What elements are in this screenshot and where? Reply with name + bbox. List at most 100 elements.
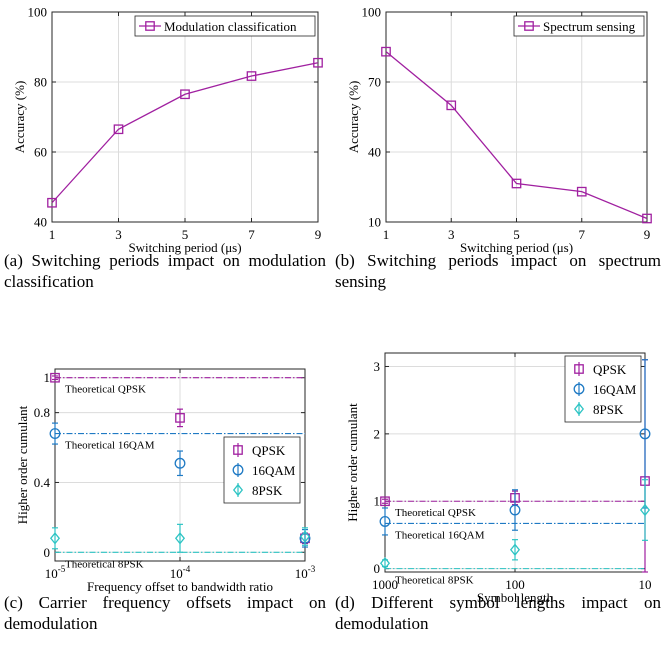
x-tick-label: 10: [639, 577, 652, 592]
reference-line-label: Theoretical 16QAM: [395, 529, 485, 541]
panel-a: 1 3 5 7 9 40 60 80 100 Switching period (μs) Accur…: [0, 0, 330, 300]
y-tick-label: 80: [34, 75, 47, 90]
ticks: 10-5 10-4 10-3 0 0.4 0.8 1: [34, 369, 316, 581]
reference-line-label: Theoretical 8PSK: [395, 575, 474, 587]
legend-box: [564, 355, 642, 423]
reference-line-label: Theoretical QPSK: [395, 507, 476, 519]
x-axis-label: Switching period (μs): [128, 240, 241, 255]
y-axis-label: Accuracy (%): [12, 81, 27, 154]
legend: Modulation classification: [134, 15, 316, 37]
x-tick-label: 5: [182, 227, 189, 242]
x-tick-label: 9: [644, 227, 651, 242]
data-point: [642, 213, 652, 224]
legend-label: Spectrum sensing: [543, 19, 636, 34]
data-point: [381, 46, 391, 57]
data-point: [379, 516, 391, 527]
series-spectrum-sensing: [381, 46, 652, 224]
x-axis-label: Symbol length: [477, 590, 554, 605]
x-tick-label: 100: [505, 577, 525, 592]
x-tick-label: 9: [315, 227, 322, 242]
legend: Spectrum sensing: [513, 15, 645, 37]
x-tick-label: 3: [448, 227, 455, 242]
y-tick-label: 0.4: [34, 475, 51, 490]
chart-modulation-classification: 1 3 5 7 9 40 60 80 100 Switching period (μs) Accur…: [12, 5, 323, 255]
y-tick-label: 0: [374, 561, 381, 576]
data-point: [576, 186, 587, 197]
data-point: [246, 71, 257, 81]
legend-marker: [233, 445, 243, 455]
data-point: [380, 496, 390, 507]
legend-marker: [574, 364, 584, 374]
data-point: [509, 504, 521, 516]
panel-b: 1 3 5 7 9 10 40 70 100 Switching period (μs) Accur…: [333, 0, 663, 300]
x-tick-label: 10-5: [45, 564, 66, 581]
x-tick-label: 1: [49, 227, 56, 242]
caption-c: (c) Carrier frequency offsets impact on …: [4, 593, 326, 633]
legend-marker: [145, 21, 155, 31]
legend-box: [223, 436, 301, 504]
data-point: [175, 413, 185, 423]
data-point: [180, 89, 190, 100]
x-tick-label: 10-3: [295, 564, 316, 581]
y-tick-label: 60: [34, 145, 47, 160]
y-tick-label: 2: [374, 426, 381, 441]
y-tick-label: 0.8: [34, 405, 50, 420]
data-point: [379, 557, 391, 570]
y-tick-label: 40: [368, 145, 381, 160]
x-tick-label: 3: [115, 227, 122, 242]
x-tick-label: 7: [579, 227, 586, 242]
y-tick-label: 1: [44, 370, 51, 385]
legend-label: QPSK: [252, 443, 286, 458]
data-point: [50, 372, 60, 383]
y-tick-label: 3: [374, 359, 381, 374]
legend-box: [134, 15, 316, 37]
legend-box: [513, 15, 645, 37]
x-tick-label: 7: [248, 227, 255, 242]
y-tick-label: 70: [368, 75, 381, 90]
data-point: [313, 57, 323, 68]
legend-label: 16QAM: [252, 463, 296, 478]
reference-lines: Theoretical QPSK Theoretical 16QAM Theoret…: [55, 377, 305, 570]
ticks: 1 3 5 7 9 40 60 80 100: [28, 5, 322, 243]
legend-label: 8PSK: [593, 402, 624, 417]
legend-label: Modulation classification: [164, 19, 297, 34]
reference-line-label: Theoretical 16QAM: [65, 440, 155, 452]
data-point: [174, 457, 186, 469]
data-point: [511, 178, 522, 189]
caption-a: (a) Switching periods impact on modulati…: [4, 251, 326, 291]
data-point: [47, 197, 57, 208]
y-tick-label: 100: [28, 5, 48, 20]
reference-line-label: Theoretical QPSK: [65, 384, 146, 396]
y-axis-label: Accuracy (%): [346, 81, 361, 154]
data-point: [49, 428, 61, 440]
y-tick-label: 40: [34, 215, 47, 230]
y-tick-label: 0: [44, 545, 51, 560]
data-point: [174, 532, 186, 545]
chart-spectrum-sensing: 1 3 5 7 9 10 40 70 100 Switching period (μs) Accur…: [346, 5, 652, 255]
data-point: [299, 530, 311, 543]
legend-marker: [573, 402, 585, 416]
reference-lines: Theoretical QPSK Theoretical 16QAM Theoret…: [385, 500, 645, 587]
legend: QPSK 16QAM 8PSK: [564, 355, 642, 423]
legend-marker: [232, 464, 244, 476]
y-axis-label: Higher order cumulant: [345, 403, 360, 522]
legend-marker: [232, 483, 244, 497]
x-axis-label: Frequency offset to bandwidth ratio: [87, 579, 273, 594]
y-tick-label: 10: [368, 215, 381, 230]
data-point: [509, 543, 521, 556]
data-point: [49, 532, 61, 545]
legend-label: 16QAM: [593, 382, 637, 397]
caption-d: (d) Different symbol lengths impact on d…: [335, 593, 661, 633]
data-point: [113, 124, 124, 135]
data-point: [639, 503, 651, 517]
x-tick-label: 1000: [372, 577, 398, 592]
series-modulation-classification: [47, 57, 323, 208]
series-line: [51, 62, 319, 204]
reference-line-label: Theoretical 8PSK: [65, 558, 144, 570]
x-tick-label: 10-4: [170, 564, 191, 581]
series-8psk: [379, 479, 651, 570]
panel-d: 1000 100 10 0 1 2 3 Symbol length Higher order c…: [333, 320, 663, 652]
data-point: [446, 100, 457, 111]
x-tick-label: 1: [383, 227, 390, 242]
